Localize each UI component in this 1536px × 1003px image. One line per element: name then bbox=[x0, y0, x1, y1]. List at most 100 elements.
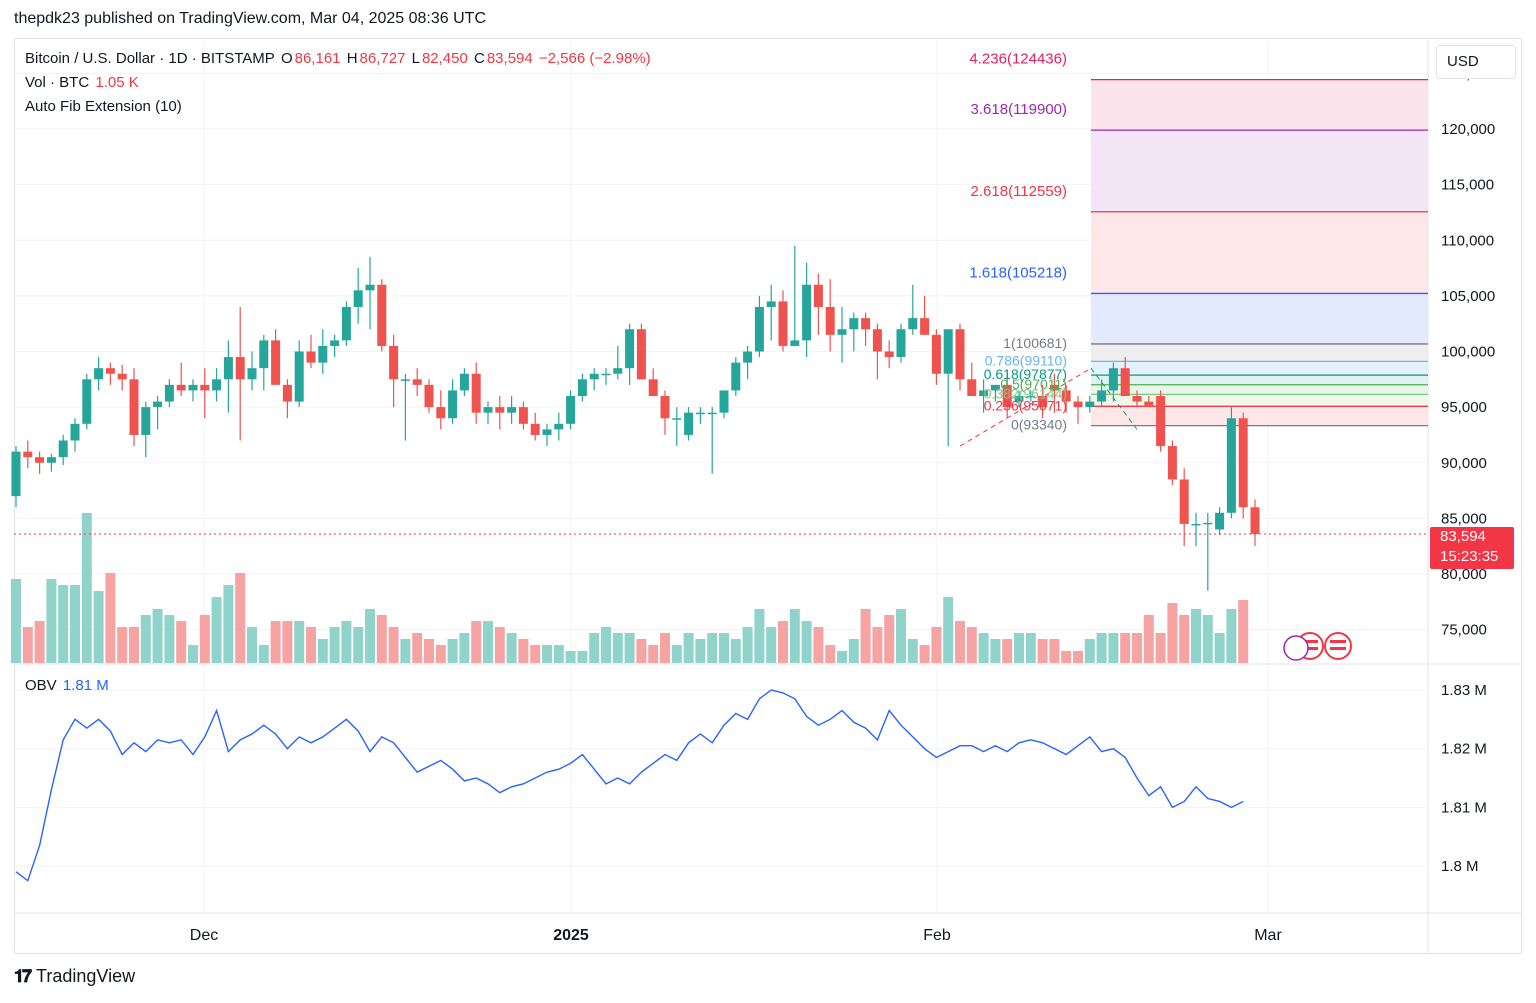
volume-bar bbox=[400, 639, 411, 663]
candle-body bbox=[459, 373, 469, 391]
volume-bar bbox=[306, 627, 316, 663]
open-value: 86,161 bbox=[294, 50, 341, 67]
fib-level-label: 0.382(96144) bbox=[984, 385, 1067, 401]
candle-body bbox=[200, 384, 210, 391]
volume-bar bbox=[258, 645, 269, 663]
volume-bar bbox=[81, 513, 92, 663]
volume-bar bbox=[766, 627, 777, 663]
volume-bar bbox=[683, 633, 694, 663]
low-label: L bbox=[411, 50, 420, 67]
volume-bar bbox=[1120, 633, 1131, 663]
time-tick-label: Dec bbox=[190, 927, 218, 944]
candle-body bbox=[731, 362, 741, 391]
volume-bar bbox=[483, 621, 493, 663]
candle-body bbox=[141, 407, 151, 435]
fib-level-label: 0.618(97877) bbox=[984, 366, 1067, 382]
volume-bar bbox=[58, 585, 69, 663]
volume-bar bbox=[471, 621, 482, 663]
candlesticks bbox=[11, 245, 1428, 591]
candle-body bbox=[1203, 522, 1213, 525]
volume-bar bbox=[801, 621, 812, 663]
volume-bar bbox=[1143, 615, 1154, 663]
candle-body bbox=[212, 379, 222, 391]
footer-brand[interactable]: 𝟏𝟕 TradingView bbox=[14, 966, 135, 987]
volume-bar bbox=[376, 615, 387, 663]
fib-zone bbox=[1091, 361, 1428, 376]
high-value: 86,727 bbox=[359, 50, 406, 67]
volume-bar bbox=[612, 633, 623, 663]
volume-bar bbox=[11, 579, 21, 663]
candle-body bbox=[1156, 396, 1166, 447]
candle-body bbox=[849, 318, 859, 330]
volume-bar bbox=[742, 627, 753, 663]
time-tick-label: Feb bbox=[923, 927, 951, 944]
volume-bar bbox=[164, 615, 175, 663]
candle-body bbox=[1061, 390, 1071, 402]
candle-body bbox=[613, 368, 623, 374]
symbol-name: Bitcoin / U.S. Dollar · 1D · BITSTAMP bbox=[25, 50, 275, 67]
volume-bar bbox=[1014, 633, 1024, 663]
candle-body bbox=[660, 396, 670, 419]
candle-body bbox=[1120, 368, 1130, 396]
volume-bar bbox=[955, 621, 965, 663]
price-tick-label: 75,000 bbox=[1441, 622, 1487, 639]
volume-bar bbox=[919, 645, 930, 663]
candle-body bbox=[448, 390, 458, 419]
candle-body bbox=[1014, 396, 1024, 402]
candle-body bbox=[11, 451, 21, 497]
candle-body bbox=[1049, 384, 1059, 391]
volume-bar bbox=[813, 627, 824, 663]
volume-bar bbox=[966, 627, 977, 663]
candle-body bbox=[967, 379, 977, 396]
price-tick-label: 80,000 bbox=[1441, 566, 1487, 583]
volume-bar bbox=[1179, 615, 1190, 663]
volume-bar bbox=[872, 627, 883, 663]
fib-level-label: 0.786(99110) bbox=[985, 352, 1067, 368]
volume-bar bbox=[365, 609, 375, 663]
volume-bar bbox=[1155, 633, 1166, 663]
volume-bar bbox=[943, 597, 954, 663]
volume-bar bbox=[93, 591, 104, 663]
candle-body bbox=[424, 384, 434, 408]
candle-body bbox=[766, 301, 776, 307]
candle-body bbox=[825, 307, 835, 335]
volume-bar bbox=[329, 627, 340, 663]
candle-body bbox=[247, 368, 257, 380]
volume-bars bbox=[11, 513, 1249, 663]
candle-body bbox=[188, 384, 198, 391]
obv-panel: 1.83 M 1.82 M 1.81 M 1.8 M bbox=[14, 682, 1487, 882]
candle-body bbox=[1073, 401, 1083, 408]
candle-body bbox=[754, 307, 764, 352]
volume-bar bbox=[70, 585, 80, 663]
candle-body bbox=[920, 318, 930, 335]
volume-bar bbox=[648, 645, 659, 663]
candle-body bbox=[979, 390, 989, 396]
volume-bar bbox=[884, 615, 895, 663]
candle-body bbox=[330, 340, 340, 346]
candle-body bbox=[837, 329, 847, 335]
volume-bar bbox=[931, 627, 942, 663]
candle-body bbox=[294, 351, 304, 402]
volume-bar bbox=[990, 639, 1001, 663]
volume-legend: Vol · BTC 1.05 K bbox=[25, 74, 141, 91]
candle-body bbox=[872, 329, 882, 352]
fib-level-label: 1.618(105218) bbox=[969, 264, 1067, 281]
close-value: 83,594 bbox=[486, 50, 533, 67]
volume-bar bbox=[176, 621, 187, 663]
indicator-legend[interactable]: Auto Fib Extension (10) bbox=[25, 98, 182, 115]
candle-body bbox=[412, 379, 422, 385]
candle-body bbox=[790, 340, 800, 346]
volume-bar bbox=[789, 609, 800, 663]
candle-body bbox=[1191, 523, 1201, 526]
candle-body bbox=[282, 384, 292, 402]
candle-body bbox=[318, 345, 328, 363]
fib-level-label: 1(100681) bbox=[1003, 335, 1067, 351]
candle-body bbox=[1167, 446, 1177, 480]
candle-body bbox=[955, 329, 965, 380]
fib-zone bbox=[1091, 343, 1428, 362]
candle-body bbox=[943, 329, 953, 374]
currency-selector[interactable]: USD bbox=[1436, 45, 1516, 79]
close-label: C bbox=[474, 50, 485, 67]
volume-bar bbox=[282, 621, 293, 663]
